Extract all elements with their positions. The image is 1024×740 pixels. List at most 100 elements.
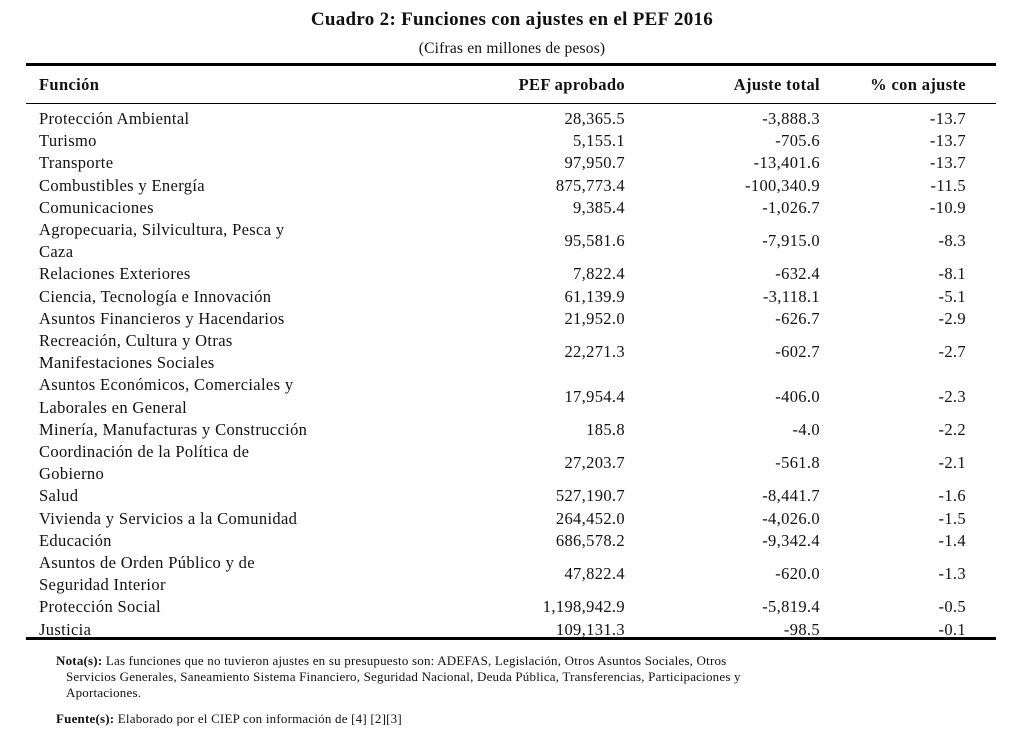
- cell-pef: 7,822.4: [573, 264, 625, 284]
- funcion-line: Protección Social: [39, 597, 161, 617]
- cell-pct: -13.7: [929, 153, 966, 173]
- col-header-funcion: Función: [39, 74, 100, 94]
- cell-pct: -0.5: [938, 597, 966, 617]
- funcion-line: Asuntos Financieros y Hacendarios: [39, 308, 285, 328]
- cell-ajuste: -100,340.9: [745, 175, 820, 195]
- col-header-pef: PEF aprobado: [518, 74, 625, 94]
- cell-pef: 95,581.6: [564, 231, 625, 251]
- table-row: Protección Ambiental 28,365.5 -3,888.3 -13.…: [26, 108, 996, 130]
- cell-pct: -8.1: [938, 264, 966, 284]
- funcion-line: Agropecuaria, Silvicultura, Pesca y: [39, 220, 285, 240]
- header-rule: [26, 103, 996, 104]
- cell-funcion: Ciencia, Tecnología e Innovación: [26, 286, 459, 308]
- cell-funcion: Relaciones Exteriores: [26, 263, 459, 285]
- cell-pef: 9,385.4: [573, 197, 625, 217]
- header-row: Función PEF aprobado Ajuste total % con …: [26, 67, 996, 103]
- cell-ajuste: -4.0: [792, 419, 820, 439]
- funcion-line: Manifestaciones Sociales: [39, 353, 215, 373]
- table-row: Comunicaciones 9,385.4 -1,026.7 -10.9: [26, 197, 996, 219]
- cell-pef: 875,773.4: [555, 175, 625, 195]
- funcion-line: Gobierno: [39, 464, 105, 484]
- cell-funcion: Protección Social: [26, 596, 459, 618]
- cell-pef: 21,952.0: [564, 308, 625, 328]
- cell-pef: 97,950.7: [564, 153, 625, 173]
- cell-ajuste: -406.0: [775, 386, 820, 406]
- cell-funcion: Asuntos Financieros y Hacendarios: [26, 308, 459, 330]
- cell-pef: 27,203.7: [564, 453, 625, 473]
- funcion-line: Coordinación de la Política de: [39, 442, 250, 462]
- cell-funcion: Coordinación de la Política de Gobierno: [26, 441, 459, 485]
- cell-funcion: Turismo: [26, 130, 459, 152]
- cell-ajuste: -705.6: [775, 131, 820, 151]
- table-row: Coordinación de la Política de Gobierno 27…: [26, 441, 996, 485]
- table-row: Asuntos de Orden Público y de Seguridad I…: [26, 552, 996, 596]
- cell-funcion: Justicia: [26, 619, 459, 641]
- funcion-line: Protección Ambiental: [39, 109, 190, 128]
- cell-pct: -5.1: [938, 286, 966, 306]
- cell-ajuste: -3,888.3: [762, 109, 820, 128]
- cell-pef: 686,578.2: [555, 530, 625, 550]
- cell-pct: -2.9: [938, 308, 966, 328]
- table-row: Combustibles y Energía 875,773.4 -100,340.…: [26, 175, 996, 197]
- cell-pef: 185.8: [586, 419, 625, 439]
- table-row: Turismo 5,155.1 -705.6 -13.7: [26, 130, 996, 152]
- cell-pct: -1.4: [938, 530, 966, 550]
- table-row: Asuntos Financieros y Hacendarios 21,952.…: [26, 308, 996, 330]
- cell-pct: -10.9: [929, 197, 966, 217]
- cell-pef: 22,271.3: [564, 342, 625, 362]
- cell-pef: 28,365.5: [564, 109, 625, 128]
- table-row: Asuntos Económicos, Comerciales y Laboral…: [26, 374, 996, 418]
- cell-ajuste: -98.5: [783, 619, 820, 639]
- fuente: Fuente(s): Elaborado por el CIEP con inf…: [56, 711, 956, 727]
- table-row: Minería, Manufacturas y Construcción 185.…: [26, 419, 996, 441]
- funcion-line: Educación: [39, 530, 112, 550]
- cell-funcion: Minería, Manufacturas y Construcción: [26, 419, 459, 441]
- cell-funcion: Educación: [26, 530, 459, 552]
- notes: Nota(s): Las funciones que no tuvieron a…: [56, 653, 956, 701]
- table-row: Educación 686,578.2 -9,342.4 -1.4: [26, 530, 996, 552]
- cell-funcion: Combustibles y Energía: [26, 175, 459, 197]
- fuente-label: Fuente(s):: [56, 711, 115, 726]
- funcion-line: Asuntos Económicos, Comerciales y: [39, 375, 294, 395]
- table-subtitle: (Cifras en millones de pesos): [418, 40, 606, 57]
- cell-pct: -2.2: [938, 419, 966, 439]
- cell-pef: 1,198,942.9: [542, 597, 625, 617]
- cell-pef: 47,822.4: [564, 564, 625, 584]
- col-header-ajuste: Ajuste total: [733, 74, 820, 94]
- cell-ajuste: -4,026.0: [762, 508, 820, 528]
- funcion-line: Transporte: [39, 153, 114, 173]
- funcion-line: Seguridad Interior: [39, 575, 166, 595]
- table-row: Salud 527,190.7 -8,441.7 -1.6: [26, 485, 996, 507]
- funcion-line: Asuntos de Orden Público y de: [39, 553, 255, 573]
- table-row: Ciencia, Tecnología e Innovación 61,139.9…: [26, 286, 996, 308]
- funcion-line: Laborales en General: [39, 397, 188, 417]
- fuente-text: Elaborado por el CIEP con información de…: [117, 711, 402, 726]
- cell-ajuste: -632.4: [775, 264, 820, 284]
- funcion-line: Relaciones Exteriores: [39, 264, 191, 284]
- cell-ajuste: -9,342.4: [762, 530, 820, 550]
- cell-pct: -2.7: [938, 342, 966, 362]
- cell-ajuste: -602.7: [775, 342, 820, 362]
- cell-funcion: Salud: [26, 485, 459, 507]
- cell-pef: 61,139.9: [564, 286, 625, 306]
- cell-funcion: Protección Ambiental: [26, 108, 459, 130]
- cell-funcion: Comunicaciones: [26, 197, 459, 219]
- cell-ajuste: -620.0: [775, 564, 820, 584]
- nota-text: Las funciones que no tuvieron ajustes en…: [105, 653, 727, 668]
- cell-funcion: Asuntos de Orden Público y de Seguridad I…: [26, 552, 459, 596]
- cell-funcion: Recreación, Cultura y Otras Manifestacion…: [26, 330, 459, 374]
- cell-pef: 109,131.3: [555, 619, 625, 639]
- table-row: Agropecuaria, Silvicultura, Pesca y Caza 9…: [26, 219, 996, 263]
- table-row: Recreación, Cultura y Otras Manifestacion…: [26, 330, 996, 374]
- col-header-pct: % con ajuste: [870, 74, 966, 94]
- cell-funcion: Vivienda y Servicios a la Comunidad: [26, 508, 459, 530]
- cell-pct: -1.3: [938, 564, 966, 584]
- cell-pct: -1.5: [938, 508, 966, 528]
- funcion-line: Turismo: [39, 131, 97, 151]
- cell-ajuste: -3,118.1: [762, 286, 820, 306]
- cell-pct: -2.1: [938, 453, 966, 473]
- top-rule: [26, 63, 996, 66]
- cell-ajuste: -7,915.0: [762, 231, 820, 251]
- cell-ajuste: -8,441.7: [762, 486, 820, 506]
- nota-line: Nota(s): Las funciones que no tuvieron a…: [56, 653, 956, 669]
